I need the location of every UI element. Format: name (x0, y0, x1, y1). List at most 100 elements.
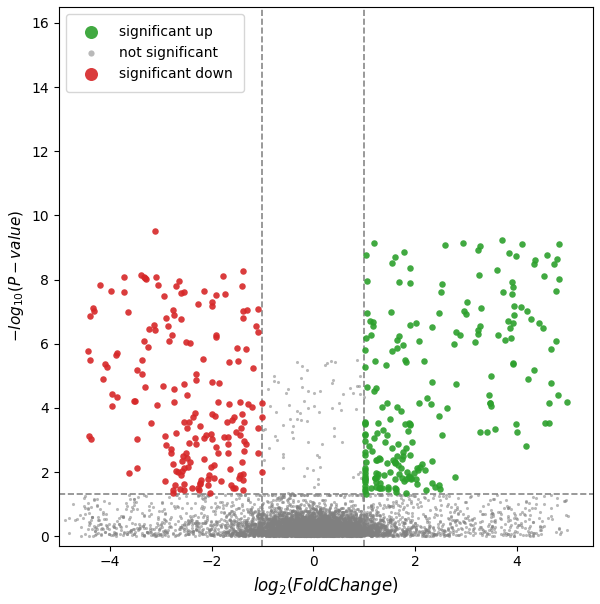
not significant (318, 521, 328, 530)
not significant (349, 527, 358, 536)
not significant (337, 519, 346, 529)
not significant (398, 504, 408, 514)
not significant (303, 524, 313, 533)
not significant (355, 527, 365, 536)
not significant (269, 531, 278, 541)
significant up (382, 458, 392, 467)
significant up (499, 288, 508, 297)
not significant (234, 527, 244, 537)
not significant (337, 525, 347, 535)
not significant (379, 522, 388, 532)
not significant (330, 527, 340, 537)
not significant (296, 514, 306, 524)
not significant (406, 524, 416, 533)
not significant (268, 519, 277, 529)
not significant (292, 529, 301, 539)
significant down (140, 273, 149, 283)
not significant (222, 498, 232, 508)
not significant (290, 490, 299, 500)
not significant (389, 500, 398, 510)
not significant (324, 506, 334, 515)
not significant (328, 519, 337, 528)
not significant (305, 527, 314, 537)
not significant (206, 529, 215, 539)
not significant (277, 504, 286, 513)
not significant (286, 530, 296, 539)
not significant (500, 525, 509, 535)
not significant (245, 528, 255, 538)
not significant (302, 531, 311, 541)
not significant (245, 530, 255, 540)
not significant (343, 522, 352, 532)
not significant (295, 408, 304, 418)
significant up (360, 474, 370, 483)
not significant (262, 527, 271, 537)
not significant (274, 512, 283, 522)
not significant (291, 516, 301, 526)
not significant (273, 527, 283, 536)
not significant (227, 529, 236, 539)
not significant (326, 530, 335, 539)
not significant (232, 528, 242, 538)
not significant (491, 527, 500, 537)
significant up (517, 303, 526, 312)
not significant (307, 525, 317, 535)
not significant (164, 493, 174, 503)
not significant (289, 521, 298, 531)
not significant (248, 519, 257, 529)
not significant (356, 511, 365, 521)
not significant (95, 504, 105, 513)
not significant (331, 522, 340, 532)
not significant (328, 509, 337, 519)
not significant (293, 528, 303, 538)
not significant (334, 527, 344, 537)
not significant (290, 526, 300, 536)
not significant (359, 524, 369, 533)
not significant (311, 506, 320, 515)
not significant (453, 524, 463, 533)
not significant (306, 524, 316, 534)
significant up (508, 318, 518, 328)
not significant (319, 516, 328, 525)
not significant (335, 530, 345, 539)
not significant (288, 524, 298, 533)
significant up (369, 433, 379, 443)
significant up (392, 335, 402, 344)
not significant (367, 527, 377, 536)
not significant (292, 531, 301, 541)
not significant (347, 514, 356, 524)
not significant (157, 507, 167, 516)
not significant (563, 511, 572, 521)
not significant (324, 516, 334, 526)
not significant (258, 519, 268, 528)
not significant (290, 532, 299, 541)
not significant (502, 496, 511, 506)
not significant (384, 530, 394, 539)
not significant (267, 525, 277, 535)
not significant (302, 528, 311, 538)
not significant (539, 500, 549, 509)
not significant (325, 519, 334, 528)
not significant (256, 529, 265, 539)
not significant (330, 528, 340, 538)
not significant (389, 503, 398, 512)
not significant (328, 522, 338, 532)
not significant (285, 521, 295, 530)
not significant (308, 522, 318, 532)
not significant (371, 520, 380, 530)
not significant (354, 515, 364, 525)
not significant (308, 525, 317, 535)
not significant (355, 531, 365, 541)
not significant (333, 524, 343, 534)
not significant (293, 525, 302, 535)
not significant (351, 510, 361, 520)
not significant (406, 490, 415, 500)
not significant (241, 525, 251, 535)
not significant (281, 531, 290, 541)
not significant (261, 531, 271, 541)
not significant (257, 527, 267, 537)
significant down (151, 226, 160, 236)
not significant (236, 530, 245, 539)
not significant (343, 528, 353, 538)
not significant (294, 531, 304, 541)
